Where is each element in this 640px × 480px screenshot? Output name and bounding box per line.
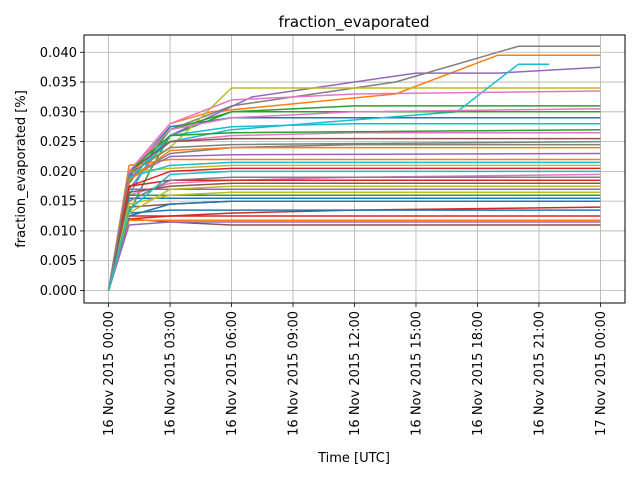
series-line (107, 140, 601, 291)
y-axis: 0.000 0.005 0.010 0.015 0.020 0.025 0.030 0.035… (40, 46, 84, 299)
y-axis-label: fraction_evaporated [%] (14, 90, 29, 248)
chart-title: fraction_evaporated (278, 13, 429, 32)
y-tick-label: 0.005 (40, 254, 77, 269)
x-tick-label: 16 Nov 2015 12:00 (348, 311, 363, 436)
series-line (107, 182, 601, 291)
x-tick-label: 16 Nov 2015 21:00 (532, 311, 547, 436)
x-tick-label: 17 Nov 2015 00:00 (594, 311, 609, 436)
y-tick-label: 0.025 (40, 135, 77, 150)
series-line (107, 167, 601, 291)
series-line (107, 191, 601, 291)
y-tick-label: 0.035 (40, 76, 77, 91)
x-tick-label: 16 Nov 2015 18:00 (471, 311, 486, 436)
x-tick-label: 16 Nov 2015 00:00 (102, 311, 117, 436)
series-line (107, 170, 601, 291)
y-tick-label: 0.040 (40, 46, 77, 61)
x-tick-label: 16 Nov 2015 03:00 (164, 311, 179, 436)
x-tick-label: 16 Nov 2015 06:00 (225, 311, 240, 436)
y-tick-label: 0.000 (40, 284, 77, 299)
x-tick-label: 16 Nov 2015 15:00 (409, 311, 424, 436)
y-tick-label: 0.030 (40, 105, 77, 120)
y-tick-label: 0.015 (40, 195, 77, 210)
x-axis: 16 Nov 2015 00:00 16 Nov 2015 03:00 16 Nov… (102, 303, 609, 436)
series-lines (107, 45, 601, 291)
y-tick-label: 0.010 (40, 224, 77, 239)
x-tick-label: 16 Nov 2015 09:00 (287, 311, 302, 436)
series-line (107, 221, 601, 291)
x-axis-label: Time [UTC] (317, 451, 390, 466)
y-tick-label: 0.020 (40, 165, 77, 180)
